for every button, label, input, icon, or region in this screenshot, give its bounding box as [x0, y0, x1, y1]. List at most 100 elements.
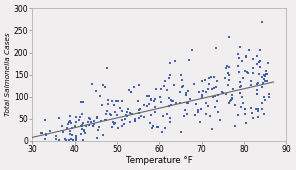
- Point: [183, 109, 187, 112]
- Point: [210, 95, 215, 98]
- Point: [206, 83, 211, 85]
- Point: [159, 87, 163, 90]
- Point: [113, 110, 118, 113]
- Point: [101, 133, 106, 136]
- Point: [139, 114, 143, 117]
- Point: [149, 127, 154, 129]
- Point: [230, 93, 235, 96]
- Point: [199, 108, 203, 111]
- Point: [239, 84, 243, 87]
- Point: [258, 59, 262, 62]
- Point: [149, 114, 154, 116]
- Point: [108, 113, 112, 116]
- Point: [200, 80, 205, 83]
- Point: [74, 121, 79, 124]
- Point: [223, 67, 228, 70]
- Point: [103, 85, 108, 88]
- Point: [242, 113, 247, 115]
- Point: [70, 134, 75, 137]
- Point: [168, 62, 173, 65]
- Point: [207, 76, 212, 79]
- Point: [259, 75, 264, 78]
- Point: [78, 133, 83, 136]
- Point: [200, 94, 205, 97]
- Point: [96, 129, 100, 132]
- Point: [79, 125, 83, 128]
- Point: [257, 61, 261, 63]
- Point: [265, 73, 269, 75]
- Point: [182, 115, 187, 118]
- Point: [254, 88, 259, 91]
- Point: [40, 132, 45, 135]
- Point: [240, 60, 244, 63]
- Point: [253, 108, 258, 111]
- Point: [233, 104, 238, 106]
- Point: [249, 79, 254, 82]
- Point: [63, 137, 67, 140]
- Point: [196, 111, 201, 114]
- Point: [235, 65, 240, 68]
- Point: [133, 118, 138, 121]
- Point: [86, 121, 91, 124]
- Point: [237, 91, 242, 94]
- Point: [184, 93, 189, 96]
- Point: [232, 125, 237, 128]
- Point: [240, 76, 245, 79]
- Point: [215, 80, 220, 82]
- Point: [123, 118, 127, 121]
- Point: [141, 115, 146, 118]
- Point: [133, 119, 137, 122]
- Point: [258, 66, 263, 69]
- Point: [237, 86, 242, 88]
- Point: [130, 113, 135, 115]
- Point: [163, 79, 168, 82]
- Point: [244, 55, 249, 57]
- Point: [178, 91, 183, 94]
- Point: [238, 92, 243, 94]
- Point: [184, 92, 189, 95]
- Point: [173, 60, 177, 62]
- Point: [221, 91, 225, 94]
- Point: [210, 127, 214, 130]
- Point: [207, 115, 212, 117]
- Point: [212, 87, 216, 89]
- Point: [98, 95, 102, 97]
- Point: [162, 85, 167, 87]
- Point: [237, 81, 242, 83]
- Point: [99, 120, 103, 122]
- Point: [128, 112, 133, 114]
- Point: [239, 105, 244, 108]
- Point: [186, 90, 190, 92]
- Point: [44, 132, 49, 135]
- Point: [251, 58, 255, 61]
- Point: [214, 85, 218, 88]
- Point: [79, 101, 83, 104]
- Point: [90, 125, 95, 127]
- Point: [73, 139, 78, 141]
- Point: [103, 112, 108, 115]
- Point: [84, 124, 89, 127]
- Point: [264, 80, 269, 82]
- Point: [100, 103, 104, 106]
- Point: [147, 95, 151, 97]
- Point: [227, 99, 232, 102]
- Point: [203, 79, 207, 81]
- Point: [80, 112, 84, 115]
- Point: [230, 98, 235, 101]
- Point: [255, 109, 260, 112]
- Point: [231, 88, 236, 91]
- Point: [260, 108, 265, 110]
- Point: [235, 114, 240, 116]
- Point: [240, 96, 245, 98]
- Point: [264, 73, 268, 75]
- Point: [152, 105, 157, 108]
- Point: [260, 82, 265, 85]
- Point: [240, 102, 245, 105]
- Point: [114, 99, 119, 102]
- Point: [181, 85, 185, 88]
- Point: [250, 72, 255, 74]
- Point: [206, 105, 211, 107]
- Point: [244, 121, 249, 124]
- Point: [215, 111, 220, 114]
- Point: [197, 91, 201, 94]
